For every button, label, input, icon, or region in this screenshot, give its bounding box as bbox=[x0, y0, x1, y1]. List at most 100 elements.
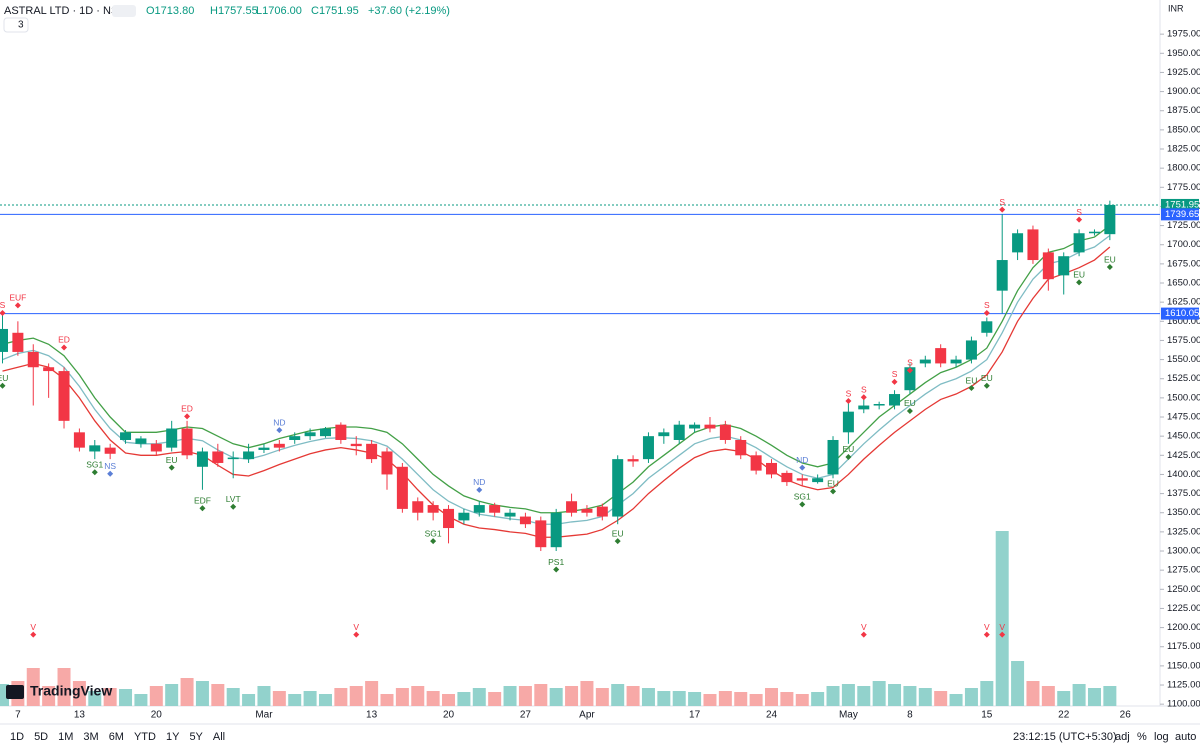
candle-body bbox=[627, 459, 639, 462]
candle-body bbox=[842, 411, 854, 433]
volume-bar bbox=[795, 694, 809, 706]
candle-body bbox=[304, 432, 316, 437]
period-button[interactable]: 1D bbox=[10, 731, 24, 743]
candle-body bbox=[981, 321, 993, 333]
period-button[interactable]: 6M bbox=[109, 731, 124, 743]
signal-marker bbox=[30, 631, 37, 638]
signal-marker bbox=[276, 427, 283, 434]
candle-body bbox=[612, 459, 624, 517]
candle-body bbox=[12, 332, 24, 352]
candle-body bbox=[350, 443, 362, 447]
scale-button[interactable]: log bbox=[1154, 731, 1169, 743]
period-button[interactable]: 3M bbox=[83, 731, 98, 743]
ohlc-low: L1706.00 bbox=[256, 5, 302, 17]
plot: 1100.00 1125.00 1150.00 1175.00 1200.00 1225.… bbox=[0, 29, 1200, 721]
candle-body bbox=[43, 367, 55, 372]
y-tick-label: 1725.00 bbox=[1167, 220, 1200, 231]
signal-label: EU bbox=[981, 373, 993, 383]
volume-bar bbox=[349, 686, 363, 706]
y-tick-label: 1375.00 bbox=[1167, 488, 1200, 499]
period-button[interactable]: YTD bbox=[134, 731, 156, 743]
volume-bar bbox=[457, 692, 471, 706]
signal-marker bbox=[983, 382, 990, 389]
y-tick-label: 1100.00 bbox=[1167, 699, 1200, 710]
volume-bar bbox=[303, 691, 317, 706]
signal-marker bbox=[906, 407, 913, 414]
y-tick-label: 1250.00 bbox=[1167, 584, 1200, 595]
volume-bar bbox=[718, 691, 732, 706]
x-tick-label: May bbox=[839, 710, 858, 721]
x-tick-label: 13 bbox=[366, 710, 378, 721]
x-tick-label: Apr bbox=[579, 710, 595, 721]
volume-bar bbox=[565, 686, 579, 706]
candle-body bbox=[658, 432, 670, 437]
volume-bar bbox=[1011, 661, 1025, 706]
candle-body bbox=[996, 260, 1008, 291]
period-button[interactable]: 5D bbox=[34, 731, 48, 743]
symbol-title: ASTRAL LTD · 1D · NSE bbox=[4, 5, 126, 17]
candle-body bbox=[227, 457, 239, 460]
volume-bar bbox=[272, 691, 286, 706]
signal-marker bbox=[0, 309, 6, 316]
candle-body bbox=[858, 405, 870, 410]
candle-body bbox=[1012, 233, 1024, 253]
signal-label: EU bbox=[827, 479, 839, 489]
period-button[interactable]: 1Y bbox=[166, 731, 180, 743]
y-tick-label: 1125.00 bbox=[1167, 680, 1200, 691]
y-tick-label: 1400.00 bbox=[1167, 469, 1200, 480]
signal-label: SG1 bbox=[794, 492, 811, 502]
volume-bar bbox=[72, 681, 86, 706]
signal-marker bbox=[1076, 279, 1083, 286]
y-tick-label: 1475.00 bbox=[1167, 412, 1200, 423]
y-tick-label: 1875.00 bbox=[1167, 105, 1200, 116]
y-tick-label: 1575.00 bbox=[1167, 335, 1200, 346]
volume-bar bbox=[211, 684, 225, 706]
period-button[interactable]: 5Y bbox=[189, 731, 203, 743]
signal-marker bbox=[230, 503, 237, 510]
scale-button[interactable]: adj bbox=[1115, 731, 1130, 743]
candle-body bbox=[1104, 204, 1116, 235]
signal-label: EU bbox=[966, 375, 978, 385]
candle-body bbox=[150, 443, 162, 452]
indicator-count: 3 bbox=[18, 20, 24, 31]
signal-label: S bbox=[846, 388, 852, 398]
signal-marker bbox=[430, 538, 437, 545]
signal-marker bbox=[476, 486, 483, 493]
candle-body bbox=[750, 455, 762, 471]
candle-body bbox=[412, 501, 424, 513]
signal-label: PS1 bbox=[548, 557, 564, 567]
signal-marker bbox=[14, 302, 21, 309]
candle-body bbox=[935, 348, 947, 364]
volume-bar bbox=[472, 688, 486, 706]
volume-bar bbox=[734, 692, 748, 706]
signal-label: V bbox=[999, 622, 1005, 632]
candle-body bbox=[0, 328, 8, 352]
candle-body bbox=[443, 508, 455, 529]
y-tick-label: 1450.00 bbox=[1167, 431, 1200, 442]
candle-body bbox=[950, 359, 962, 364]
period-button[interactable]: All bbox=[213, 731, 225, 743]
signal-marker bbox=[983, 309, 990, 316]
signal-label: ED bbox=[58, 335, 70, 345]
candle-body bbox=[796, 478, 808, 481]
candle-body bbox=[135, 438, 147, 444]
scale-button[interactable]: auto bbox=[1175, 731, 1196, 743]
x-tick-label: 20 bbox=[151, 710, 163, 721]
volume-bar bbox=[149, 686, 163, 706]
toggle[interactable] bbox=[112, 5, 136, 17]
ohlc-high: H1757.55 bbox=[210, 5, 258, 17]
signal-marker bbox=[0, 382, 6, 389]
scale-button[interactable]: % bbox=[1137, 731, 1147, 743]
signal-marker bbox=[107, 470, 114, 477]
volume-bar bbox=[826, 686, 840, 706]
x-tick-label: 13 bbox=[74, 710, 86, 721]
x-tick-label: 24 bbox=[766, 710, 778, 721]
y-tick-label: 1975.00 bbox=[1167, 29, 1200, 40]
signal-label: NS bbox=[104, 461, 116, 471]
candle-body bbox=[73, 432, 85, 448]
signal-marker bbox=[799, 501, 806, 508]
period-button[interactable]: 1M bbox=[58, 731, 73, 743]
indicators-toggle[interactable] bbox=[3, 17, 29, 33]
volume-bar bbox=[595, 688, 609, 706]
